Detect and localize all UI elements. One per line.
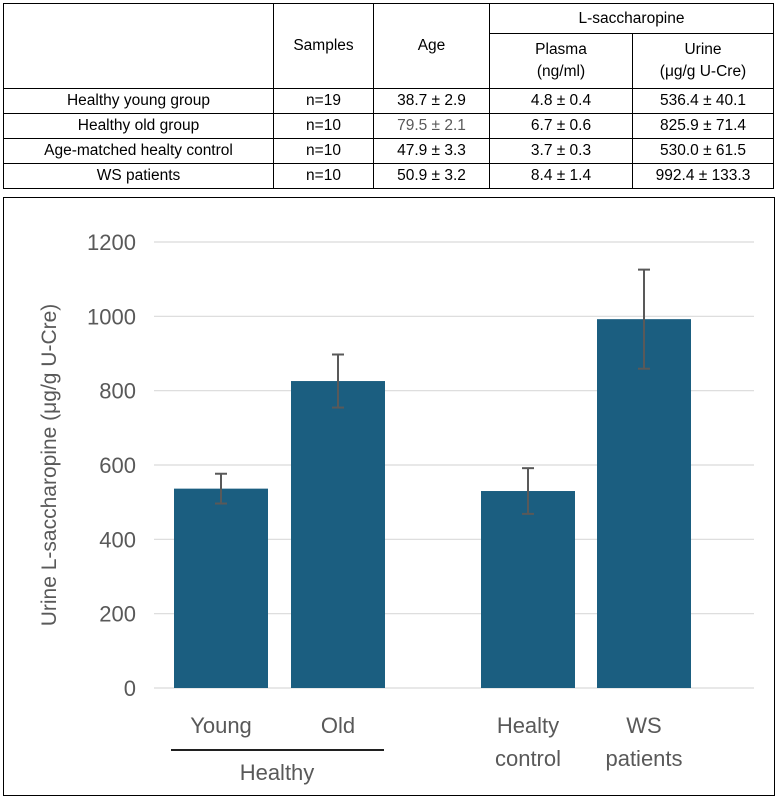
bar bbox=[481, 491, 575, 688]
cell-samples: n=10 bbox=[273, 113, 374, 139]
bar bbox=[291, 381, 385, 688]
table-subheader-row: Plasma (ng/ml) Urine (μg/g U-Cre) bbox=[4, 33, 775, 89]
cell-group: Age-matched healty control bbox=[3, 138, 274, 164]
y-tick-label: 200 bbox=[99, 602, 136, 627]
bar bbox=[597, 319, 691, 688]
cell-plasma: 6.7 ± 0.6 bbox=[489, 113, 633, 139]
cell-age: 38.7 ± 2.9 bbox=[373, 88, 490, 114]
y-axis-title: Urine L-saccharopine (μg/g U-Cre) bbox=[38, 304, 61, 627]
plasma-header-line1: Plasma bbox=[535, 41, 587, 58]
table-row: Age-matched healty control n=10 47.9 ± 3… bbox=[3, 138, 775, 164]
x-category-label: control bbox=[495, 746, 561, 771]
table-header-samples: Samples bbox=[273, 3, 374, 89]
urine-header-line2: (μg/g U-Cre) bbox=[659, 63, 747, 80]
cell-samples: n=19 bbox=[273, 88, 374, 114]
cell-plasma: 4.8 ± 0.4 bbox=[489, 88, 633, 114]
cell-urine: 992.4 ± 133.3 bbox=[631, 163, 775, 189]
y-tick-label: 400 bbox=[99, 527, 136, 552]
table-header-plasma: Plasma (ng/ml) bbox=[489, 33, 633, 89]
cell-age: 50.9 ± 3.2 bbox=[373, 163, 490, 189]
cell-group: WS patients bbox=[3, 163, 274, 189]
cell-age: 79.5 ± 2.1 bbox=[373, 113, 490, 139]
table-header-group: L-saccharopine bbox=[488, 3, 775, 34]
table-header-row: Samples Age L-saccharopine bbox=[3, 3, 775, 89]
chart-frame: 0 200 400 600 800 1000 1200 Urine L-saccharopin… bbox=[3, 197, 775, 796]
cell-samples: n=10 bbox=[273, 138, 374, 164]
y-tick-label: 1000 bbox=[87, 304, 136, 329]
data-table: Samples Age L-saccharopine Plasma (ng/ml… bbox=[3, 3, 775, 189]
table-row: Healthy young group n=19 38.7 ± 2.9 4.8 … bbox=[3, 88, 775, 114]
y-tick-label: 1200 bbox=[87, 230, 136, 255]
cell-urine: 536.4 ± 40.1 bbox=[631, 88, 775, 114]
plasma-header-line2: (ng/ml) bbox=[536, 63, 586, 80]
table-header-age: Age bbox=[373, 3, 490, 89]
cell-urine: 530.0 ± 61.5 bbox=[631, 138, 775, 164]
x-category-label: WS bbox=[626, 713, 661, 738]
cell-age: 47.9 ± 3.3 bbox=[373, 138, 490, 164]
x-category-label: Young bbox=[190, 713, 252, 738]
x-category-label: Old bbox=[321, 713, 355, 738]
y-tick-label: 0 bbox=[124, 676, 136, 701]
y-tick-label: 800 bbox=[99, 379, 136, 404]
group-label: Healthy bbox=[240, 760, 315, 785]
table-row: WS patients n=10 50.9 ± 3.2 8.4 ± 1.4 99… bbox=[3, 163, 775, 189]
y-tick-label: 600 bbox=[99, 453, 136, 478]
table-header-blank bbox=[3, 3, 274, 89]
cell-samples: n=10 bbox=[273, 163, 374, 189]
cell-group: Healthy old group bbox=[3, 113, 274, 139]
bar-chart: 0 200 400 600 800 1000 1200 Urine L-saccharopin… bbox=[38, 230, 754, 785]
cell-plasma: 3.7 ± 0.3 bbox=[489, 138, 633, 164]
table-header-urine: Urine (μg/g U-Cre) bbox=[631, 33, 775, 89]
table-row: Healthy old group n=10 79.5 ± 2.1 6.7 ± … bbox=[3, 113, 775, 139]
cell-urine: 825.9 ± 71.4 bbox=[631, 113, 775, 139]
urine-header-line1: Urine bbox=[684, 41, 722, 58]
x-category-label: patients bbox=[605, 746, 682, 771]
cell-plasma: 8.4 ± 1.4 bbox=[489, 163, 633, 189]
x-category-label: Healty bbox=[497, 713, 559, 738]
bar bbox=[174, 488, 268, 688]
cell-group: Healthy young group bbox=[3, 88, 274, 114]
